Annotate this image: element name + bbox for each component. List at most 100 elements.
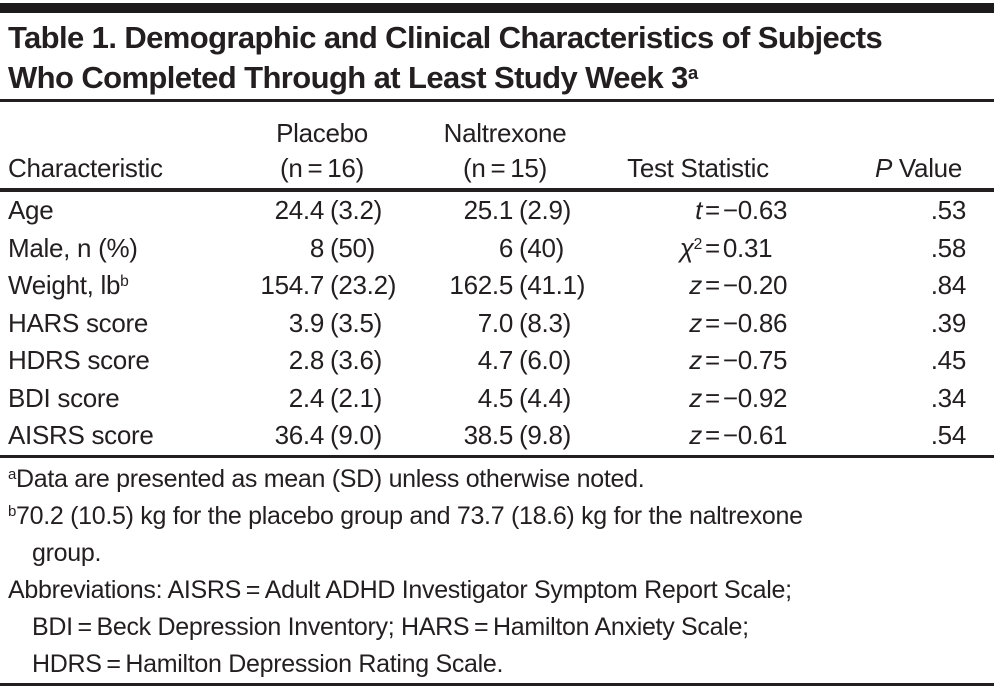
placebo-mean: 2.8 <box>288 345 325 375</box>
naltrexone-sd: (40) <box>519 232 565 263</box>
footnote-abbreviations-line2: BDI = Beck Depression Inventory; HARS = … <box>32 612 749 641</box>
naltrexone-n-label: (n = 15) <box>463 153 547 183</box>
body-bottom-rule <box>0 454 994 458</box>
journal-table-figure: Table 1. Demographic and Clinical Charac… <box>0 3 994 693</box>
table-row: Male, n (%) 8 (50) 6 (40) χ2 = 0.31 .58 <box>0 230 994 268</box>
characteristic-cell: Male, n (%) <box>8 232 138 263</box>
table-title-line1: Table 1. Demographic and Clinical Charac… <box>8 20 883 55</box>
naltrexone-sd: (4.4) <box>519 382 571 413</box>
p-value-cell: .34 <box>930 382 967 413</box>
stat-symbol: χ2 <box>679 232 703 263</box>
col-header-placebo: Placebo (n = 16) <box>250 116 422 188</box>
equals-sign: = <box>705 195 720 225</box>
table-title-line2: Who Completed Through at Least Study Wee… <box>8 58 986 98</box>
table-row: HARS score 3.9 (3.5) 7.0 (8.3) z = −0.86 … <box>0 305 994 343</box>
naltrexone-mean: 162.5 <box>449 270 513 300</box>
naltrexone-mean: 7.0 <box>477 307 514 338</box>
p-value-cell: .45 <box>930 345 967 375</box>
placebo-mean: 2.4 <box>288 382 325 413</box>
stat-symbol: z <box>689 345 702 375</box>
equals-sign: = <box>705 307 720 338</box>
naltrexone-mean: 4.5 <box>477 382 514 413</box>
row-footnote-marker: b <box>120 273 129 291</box>
table-row: AISRS score 36.4 (9.0) 38.5 (9.8) z = −0.… <box>0 417 994 455</box>
placebo-group-label: Placebo <box>276 118 368 148</box>
characteristic-cell: HARS score <box>8 307 149 338</box>
stat-value: = 0.31 <box>705 232 773 263</box>
equals-sign: = <box>705 382 720 413</box>
placebo-n-label: (n = 16) <box>280 153 364 183</box>
footnote-a: aData are presented as mean (SD) unless … <box>8 464 645 493</box>
table-header-row: Characteristic Placebo (n = 16) Naltrexo… <box>0 102 994 188</box>
stat-value: = −0.75 <box>705 345 788 375</box>
placebo-mean: 36.4 <box>274 420 325 450</box>
naltrexone-sd: (2.9) <box>519 195 571 225</box>
table-bottom-rule <box>0 682 994 686</box>
placebo-mean: 3.9 <box>288 307 325 338</box>
p-value-cell: .84 <box>930 270 967 300</box>
naltrexone-sd: (6.0) <box>519 345 571 375</box>
footnote-a-marker: a <box>8 466 17 483</box>
placebo-sd: (3.5) <box>330 307 382 338</box>
stat-symbol: z <box>689 270 702 300</box>
p-value-cell: .53 <box>930 195 967 225</box>
p-value-word: Value <box>892 153 962 183</box>
table-row: BDI score 2.4 (2.1) 4.5 (4.4) z = −0.92 .… <box>0 380 994 418</box>
placebo-sd: (9.0) <box>330 420 382 450</box>
col-header-naltrexone: Naltrexone (n = 15) <box>422 116 614 188</box>
p-value-cell: .58 <box>930 232 967 263</box>
footnotes: aData are presented as mean (SD) unless … <box>0 458 994 683</box>
naltrexone-sd: (41.1) <box>519 270 586 300</box>
footnote-b-marker: b <box>8 503 17 520</box>
characteristic-cell: BDI score <box>8 382 120 413</box>
placebo-sd: (23.2) <box>330 270 397 300</box>
top-rule <box>0 3 994 13</box>
stat-symbol: t <box>695 195 702 225</box>
footnote-abbreviations: Abbreviations: AISRS = Adult ADHD Invest… <box>8 575 792 604</box>
table-row: Weight, lbb 154.7 (23.2) 162.5 (41.1) z … <box>0 267 994 305</box>
naltrexone-group-label: Naltrexone <box>443 118 567 148</box>
placebo-mean: 154.7 <box>260 270 324 300</box>
table-row: HDRS score 2.8 (3.6) 4.7 (6.0) z = −0.75 … <box>0 342 994 380</box>
placebo-sd: (50) <box>330 232 376 263</box>
placebo-sd: (3.2) <box>330 195 382 225</box>
p-value-cell: .54 <box>930 420 967 450</box>
equals-sign: = <box>705 232 720 263</box>
naltrexone-sd: (8.3) <box>519 307 571 338</box>
equals-sign: = <box>705 270 720 300</box>
characteristic-cell: AISRS score <box>8 420 154 450</box>
stat-value: = −0.20 <box>705 270 788 300</box>
equals-sign: = <box>705 420 720 450</box>
characteristic-cell: HDRS score <box>8 345 150 375</box>
footnote-b: b70.2 (10.5) kg for the placebo group an… <box>8 501 803 530</box>
stat-symbol: z <box>689 307 702 338</box>
stat-symbol: z <box>689 420 702 450</box>
col-header-characteristic: Characteristic <box>8 153 163 183</box>
naltrexone-mean: 4.7 <box>477 345 514 375</box>
p-value-cell: .39 <box>930 307 967 338</box>
col-header-p-value: P Value <box>815 151 966 188</box>
footnote-abbreviations-line3: HDRS = Hamilton Depression Rating Scale. <box>32 649 504 678</box>
table-body: Age 24.4 (3.2) 25.1 (2.9) t = −0.63 .53 M… <box>0 192 994 455</box>
col-header-test-statistic: Test Statistic <box>627 153 769 183</box>
stat-value: = −0.61 <box>705 420 788 450</box>
table-title: Table 1. Demographic and Clinical Charac… <box>0 13 994 99</box>
table-title-line2-text: Who Completed Through at Least Study Wee… <box>8 60 688 95</box>
placebo-sd: (3.6) <box>330 345 382 375</box>
placebo-sd: (2.1) <box>330 382 382 413</box>
title-rule <box>0 99 994 102</box>
stat-value: = −0.92 <box>705 382 788 413</box>
p-value-italic-p: P <box>874 153 892 183</box>
footnote-b-continuation: group. <box>32 538 102 567</box>
characteristic-cell: Weight, lbb <box>8 270 129 300</box>
header-rule <box>0 188 994 192</box>
naltrexone-mean: 25.1 <box>463 195 514 225</box>
stat-value: = −0.86 <box>705 307 788 338</box>
title-footnote-marker-a: a <box>687 61 698 83</box>
table-row: Age 24.4 (3.2) 25.1 (2.9) t = −0.63 .53 <box>0 192 994 230</box>
stat-value: = −0.63 <box>705 195 788 225</box>
placebo-mean: 8 <box>309 232 324 263</box>
naltrexone-mean: 6 <box>498 232 513 263</box>
equals-sign: = <box>705 345 720 375</box>
naltrexone-sd: (9.8) <box>519 420 571 450</box>
